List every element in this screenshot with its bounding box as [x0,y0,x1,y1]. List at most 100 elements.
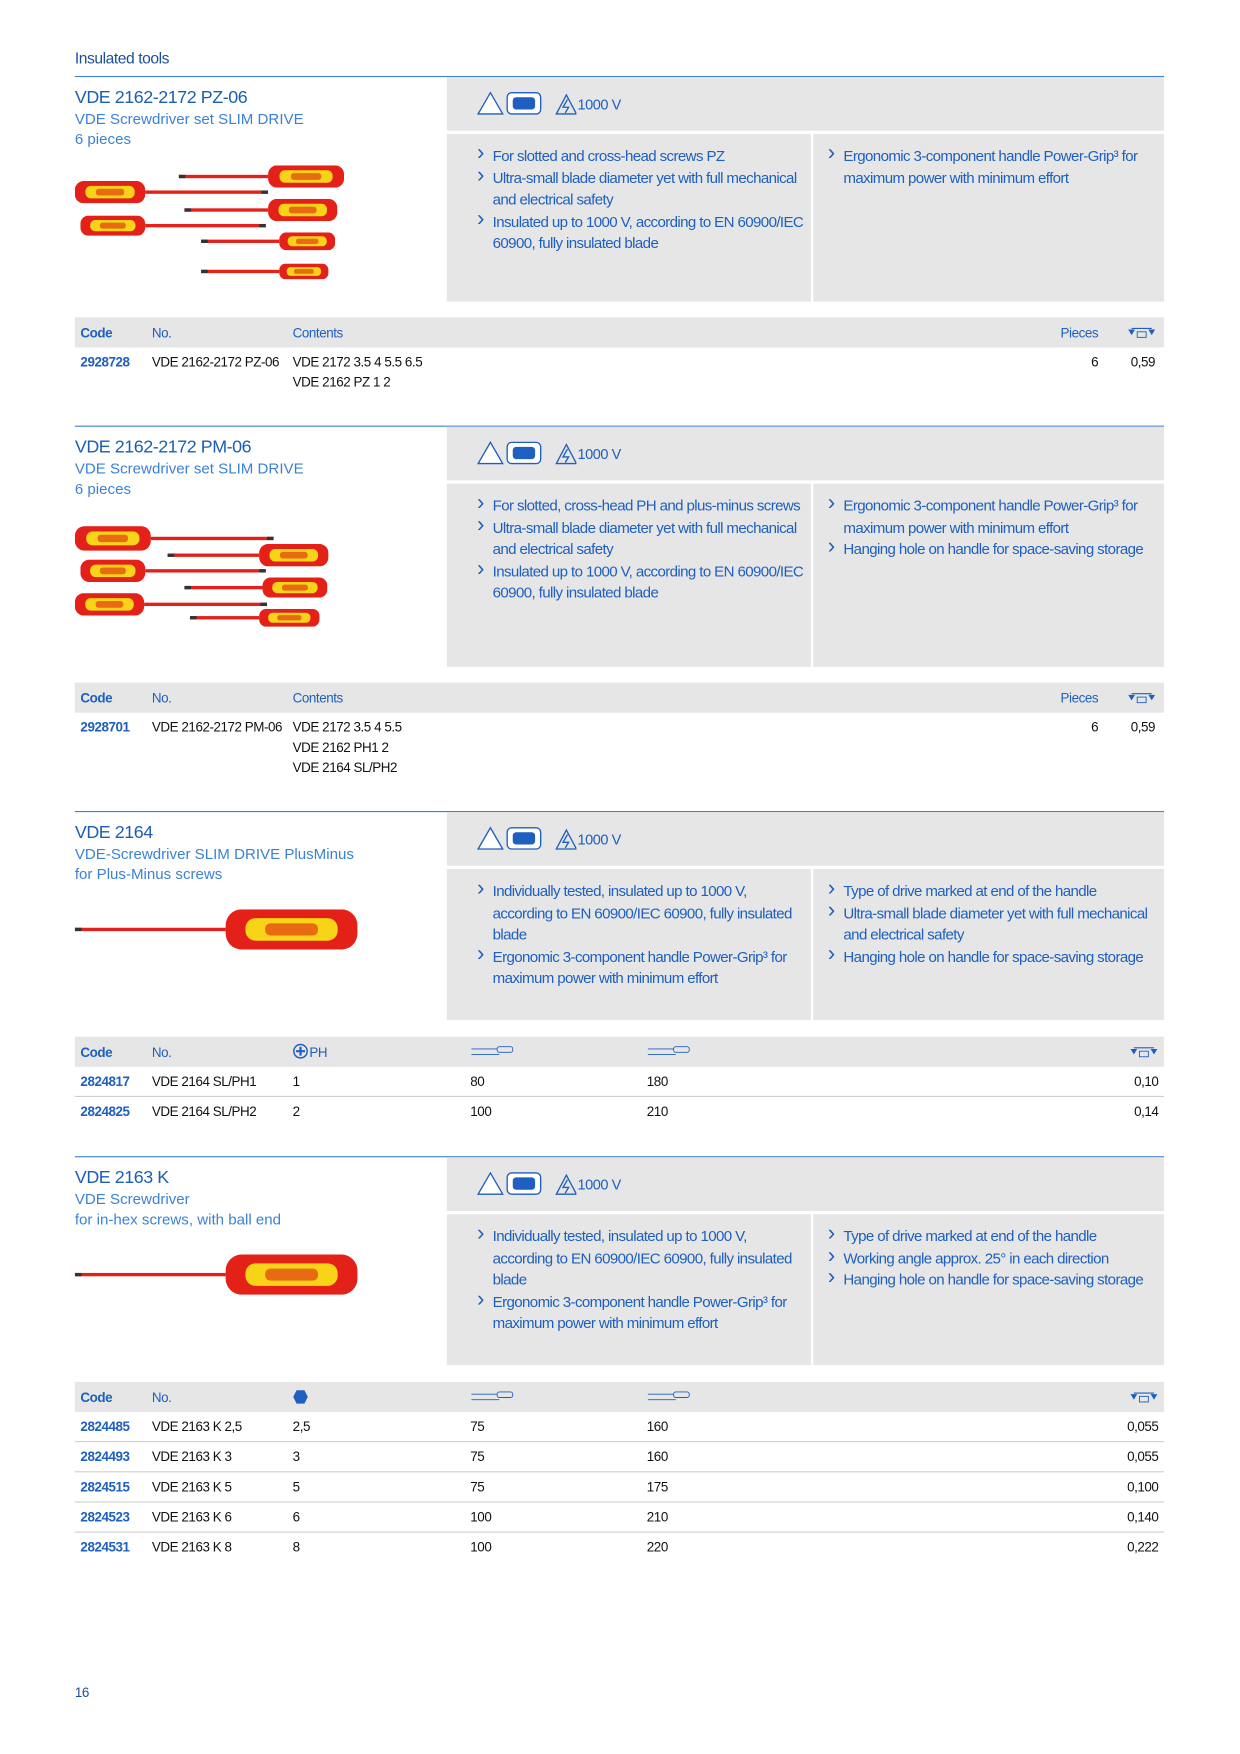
table-header-cell: No. [151,324,172,341]
hex-icon-svg [293,1390,308,1404]
feature-bullet: Hanging hole on handle for space-saving … [828,1267,1159,1291]
weight: 0,055 [1127,1448,1159,1465]
cert-badges-svg [476,826,578,850]
size: 2 [292,1103,300,1120]
code: 2824493 [80,1448,130,1465]
blade-length-icon [470,1389,515,1402]
table-header-cell: Pieces [1060,324,1099,341]
feature-bullet: For slotted and cross-head screws PZ [477,143,808,167]
section-rule [74,425,1165,427]
feature-bullet: Ergonomic 3-component handle Power-Grip³… [477,944,808,990]
table-header-cell: Contents [292,324,344,341]
blade-length-icon-svg [471,1046,514,1055]
page-number: 16 [74,1684,89,1701]
table-header-band [74,1036,1165,1067]
total-length: 180 [646,1073,668,1090]
features-list: Individually tested, insulated up to 100… [477,1223,808,1334]
table-header-band [74,682,1165,713]
product-image [184,198,338,222]
table-header-cell: Code [80,324,113,341]
ph-icon [293,1043,309,1059]
voltage-rating: 1000 V [577,96,622,113]
section-subtitle: 6 pieces [74,480,132,498]
contents-line: VDE 2172 3.5 4 5.5 6.5 [292,354,423,370]
code: 2824531 [80,1539,130,1556]
item-number: VDE 2163 K 6 [151,1509,232,1525]
weight: 0,055 [1127,1418,1159,1435]
features-list: Individually tested, insulated up to 100… [477,878,808,990]
table-header-cell: No. [151,1389,172,1405]
features-list: Ergonomic 3-component handle Power-Grip³… [828,493,1159,561]
features-list: Type of drive marked at end of the handl… [828,1223,1159,1291]
pieces: 6 [1091,719,1099,736]
cert-badges [476,439,578,466]
weight-icon-svg [1130,1392,1158,1403]
weight-icon-svg [1130,1047,1158,1058]
badge-band [446,812,1165,866]
feature-bullet: Individually tested, insulated up to 100… [477,1223,808,1291]
section-title: VDE 2163 K [74,1168,169,1188]
feature-bullet: For slotted, cross-head PH and plus-minu… [477,493,808,517]
feature-bullet: Ultra-small blade diameter yet with full… [477,515,808,561]
code: 2824825 [80,1103,130,1120]
blade-length: 100 [470,1103,492,1120]
table-header-cell: Contents [292,689,344,706]
product-image [201,232,336,251]
badge-band [446,77,1165,131]
product-image-svg [74,1254,358,1295]
product-image [167,544,329,567]
contents-line: VDE 2162 PH1 2 [292,739,389,756]
features-list: Ergonomic 3-component handle Power-Grip³… [828,143,1159,189]
product-image-svg [80,215,266,236]
total-length: 220 [646,1539,668,1556]
section-subtitle: for Plus-Minus screws [74,865,223,883]
section-title: VDE 2162-2172 PM-06 [74,437,252,457]
total-length-icon-svg [647,1391,690,1401]
feature-bullet: Ergonomic 3-component handle Power-Grip³… [828,143,1159,189]
row-separator [74,1531,1165,1533]
product-image-svg [167,544,329,567]
section-subtitle: 6 pieces [74,130,132,148]
weight: 0,59 [1130,719,1156,736]
blade-length: 80 [470,1073,485,1090]
size: 6 [292,1509,300,1525]
table-header-cell: Code [80,1389,113,1405]
features-list: For slotted and cross-head screws PZUltr… [477,143,808,254]
blade-length: 75 [470,1479,485,1495]
product-image [201,263,329,280]
size: 5 [292,1479,300,1495]
product-image-svg [80,559,266,583]
product-image-svg [201,263,329,280]
item-number: VDE 2163 K 8 [151,1539,232,1556]
table-header-cell: Pieces [1060,689,1099,706]
total-length: 175 [646,1479,668,1495]
section-title: VDE 2162-2172 PZ-06 [74,88,248,108]
blade-length-icon-svg [471,1391,514,1401]
features-list: Type of drive marked at end of the handl… [828,878,1159,968]
product-image-svg [189,608,320,627]
size: 2,5 [292,1418,311,1435]
feature-bullet: Hanging hole on handle for space-saving … [828,944,1159,968]
product-image [80,215,266,236]
item-number: VDE 2162-2172 PZ-06 [151,354,280,370]
item-number: VDE 2163 K 5 [151,1479,232,1495]
table-header-band [74,317,1165,348]
blade-length: 75 [470,1418,485,1435]
section-rule [74,1156,1165,1158]
contents-line: VDE 2172 3.5 4 5.5 [292,719,402,736]
product-image [178,165,345,188]
row-separator [74,1471,1165,1473]
product-image-svg [178,165,345,188]
table-header-cell: Code [80,689,113,706]
product-image-svg [201,232,336,251]
total-length-icon [647,1389,692,1402]
row-separator [74,1441,1165,1443]
product-image-svg [74,909,358,950]
product-image-svg [184,198,338,222]
product-image [189,608,320,627]
code: 2824817 [80,1073,130,1090]
code: 2928701 [80,719,130,736]
table-header-cell: PH [309,1043,328,1060]
cert-badges [476,1170,578,1197]
product-image-svg [184,577,328,598]
